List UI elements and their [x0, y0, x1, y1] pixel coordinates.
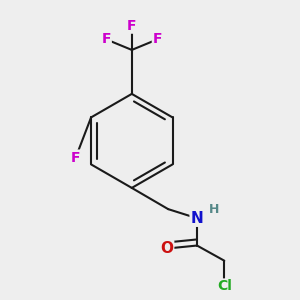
Text: F: F: [153, 32, 162, 46]
Text: F: F: [71, 151, 80, 165]
Text: F: F: [101, 32, 111, 46]
Text: H: H: [208, 202, 219, 216]
Text: F: F: [127, 19, 136, 33]
Text: O: O: [160, 241, 173, 256]
Text: Cl: Cl: [217, 280, 232, 293]
Text: N: N: [190, 211, 203, 226]
